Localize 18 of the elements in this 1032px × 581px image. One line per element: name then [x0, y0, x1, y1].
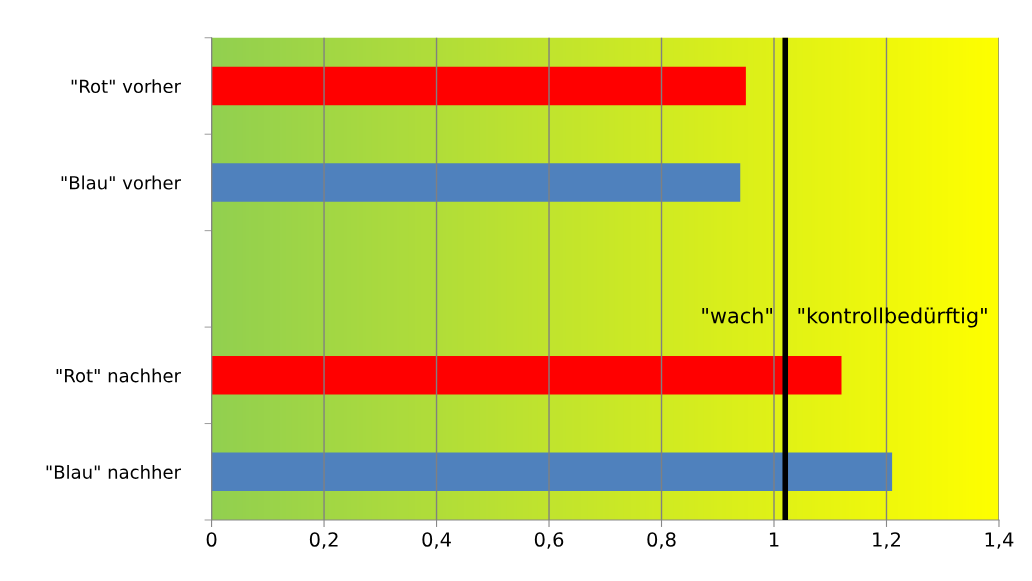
y-tick-label: "Blau" nachher — [46, 464, 181, 479]
y-tick-label: "Blau" vorher — [61, 175, 181, 190]
bar — [211, 163, 741, 202]
x-tick-label: 1,4 — [985, 532, 1014, 549]
x-tick-label: 0,8 — [647, 532, 676, 549]
bar — [211, 452, 893, 492]
annotation: "kontrollbedürftig" — [798, 307, 987, 328]
x-tick-label: 0,2 — [309, 532, 338, 549]
y-tick-label: "Rot" vorher — [71, 79, 181, 94]
bar — [211, 66, 746, 106]
x-tick-label: 0 — [206, 532, 217, 547]
x-tick-label: 1,2 — [873, 532, 900, 549]
x-tick-label: 1 — [769, 532, 779, 547]
x-tick-label: 0,6 — [534, 532, 564, 549]
bar — [211, 356, 842, 395]
annotation: "wach" — [702, 307, 772, 324]
x-tick-label: 0,4 — [422, 532, 451, 549]
y-tick-label: "Rot" nachher — [56, 368, 181, 383]
